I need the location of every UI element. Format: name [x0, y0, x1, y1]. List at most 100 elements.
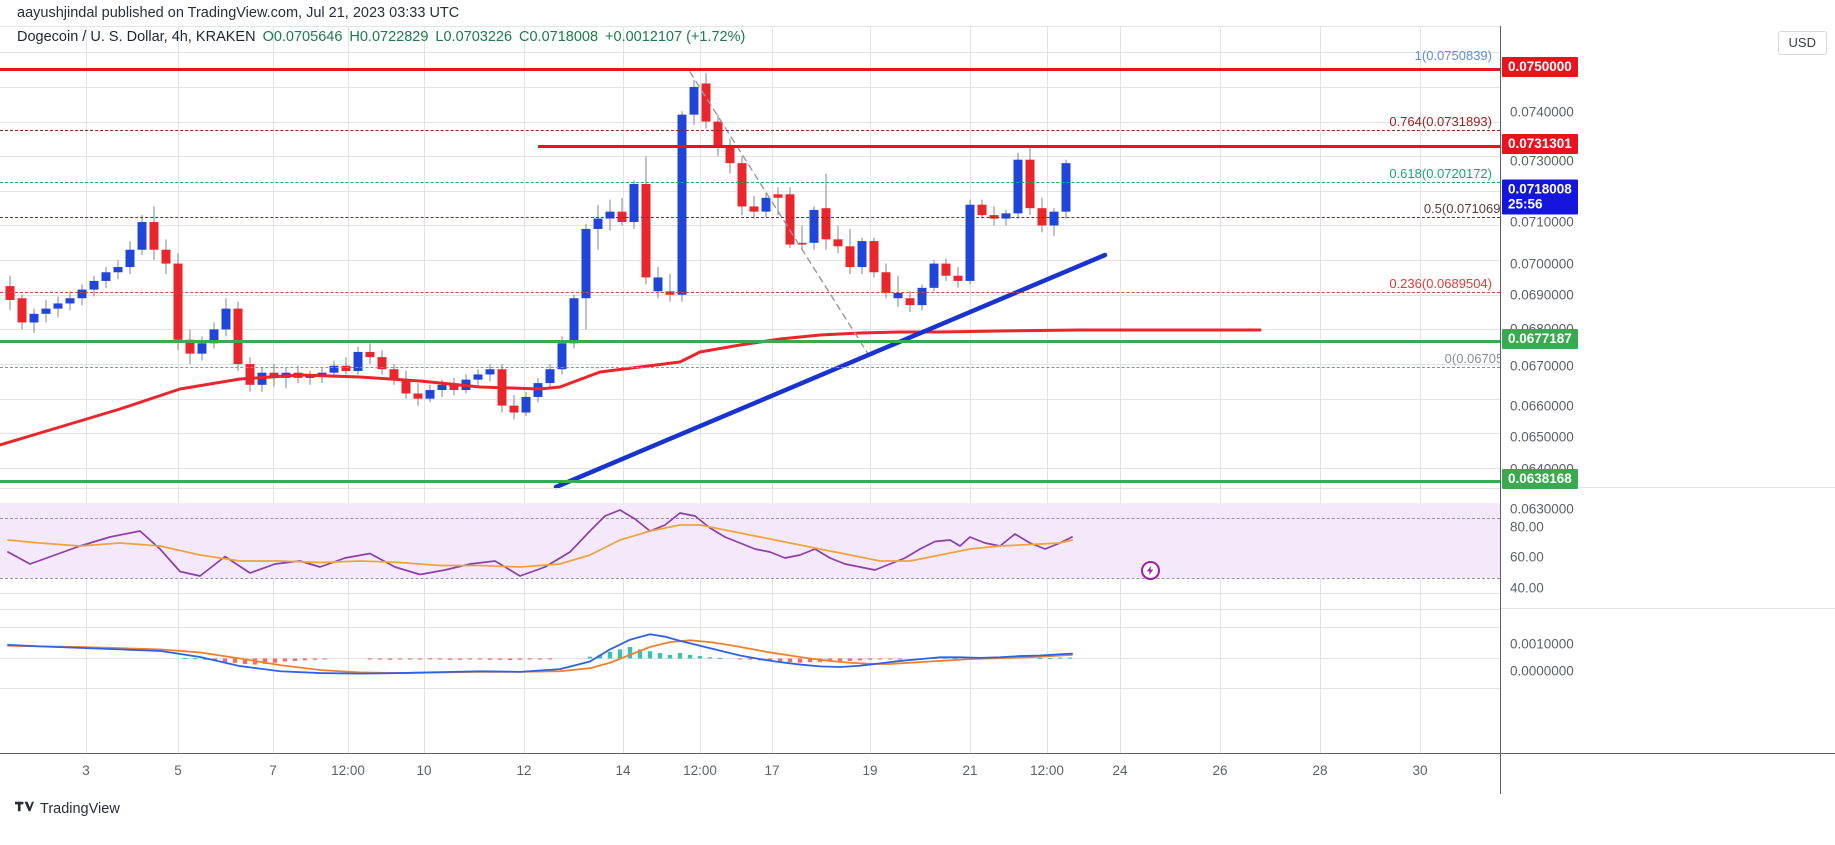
candle-body — [689, 86, 699, 115]
macd-histogram-bar — [322, 658, 328, 660]
price-tag-value: 0.0718008 — [1508, 181, 1572, 197]
rsi-overbought-oversold-band — [0, 503, 1500, 578]
support-lower-line[interactable] — [0, 480, 1500, 483]
candle-body — [377, 357, 387, 370]
candle-body — [1037, 208, 1047, 226]
macd-histogram-bar — [272, 658, 278, 663]
chart-canvas[interactable]: 1(0.0750839) 0.764(0.0731893) 0.618(0.0720… — [0, 26, 1522, 754]
time-scale-label: 24 — [1112, 763, 1128, 778]
candle-body — [353, 351, 363, 371]
macd-histogram-bar — [657, 653, 663, 659]
macd-histogram-bar — [397, 658, 403, 660]
candle-body — [881, 272, 891, 294]
scale-divider-rsi — [1501, 487, 1835, 488]
ohlc-open: O0.0705646 — [262, 29, 343, 45]
candle-body — [749, 206, 759, 212]
candle-body — [833, 239, 843, 247]
macd-histogram-bar — [527, 658, 533, 660]
price-scale-tag[interactable]: 0.0677187 — [1502, 329, 1578, 349]
support-upper-line[interactable] — [0, 340, 1500, 343]
candle-body — [737, 163, 747, 207]
time-scale[interactable]: 3 5 7 12:00 10 12 14 12:00 17 19 21 12:00 24 26 28 30 — [0, 753, 1835, 794]
price-scale-tag[interactable]: 0.0718008 25:56 — [1502, 179, 1578, 215]
candle-body — [953, 275, 963, 281]
macd-histogram-bar — [837, 658, 843, 661]
macd-histogram-bar — [677, 653, 683, 659]
macd-histogram-bar — [202, 658, 208, 660]
candle-body — [869, 241, 879, 273]
macd-histogram-bar — [1057, 657, 1063, 659]
time-scale-label: 3 — [82, 763, 90, 778]
fib-level-label: 0.618(0.0720172) — [1389, 166, 1492, 181]
fib-level-label: 0.764(0.0731893) — [1389, 114, 1492, 129]
time-scale-label: 10 — [416, 763, 432, 778]
price-scale-tick: 0.0710000 — [1510, 214, 1574, 230]
candle-body — [893, 293, 903, 299]
candle-body — [125, 249, 135, 268]
candle-body — [557, 343, 567, 370]
macd-histogram-bar — [1037, 657, 1043, 659]
scale-divider-macd — [1501, 608, 1835, 609]
candle-body — [413, 393, 423, 399]
macd-histogram-bar — [387, 658, 393, 660]
candle-body — [785, 194, 795, 245]
candle-body — [245, 364, 255, 385]
macd-pane[interactable] — [0, 609, 1500, 706]
macd-histogram-bar — [242, 658, 248, 664]
candle-body — [845, 246, 855, 268]
candle-body — [989, 215, 999, 219]
attribution-text: aayushjindal published on TradingView.co… — [17, 5, 460, 21]
time-scale-label: 14 — [615, 763, 631, 778]
candle-body — [821, 208, 831, 240]
candle-body — [905, 298, 915, 306]
candle-body — [761, 197, 771, 212]
price-pane[interactable] — [0, 27, 1500, 490]
candle-body — [581, 228, 591, 299]
candle-body — [101, 272, 111, 281]
macd-histogram-bar — [292, 658, 298, 661]
macd-histogram-bar — [857, 658, 863, 661]
rsi-level-line — [0, 578, 1500, 579]
price-scale[interactable]: USD 0.07500000.07400000.07300000.0720000… — [1500, 26, 1835, 753]
macd-histogram-bar — [827, 658, 833, 662]
macd-histogram-bar — [787, 658, 793, 663]
macd-histogram-bar — [807, 658, 813, 663]
fib-level-line[interactable] — [0, 217, 1500, 218]
ohlc-high: H0.0722829 — [349, 29, 429, 45]
macd-histogram-bar — [487, 658, 493, 660]
candle-body — [1025, 159, 1035, 209]
candle-body — [209, 329, 219, 344]
currency-badge[interactable]: USD — [1777, 31, 1827, 55]
macd-signal-line — [7, 639, 1073, 674]
price-scale-tick: 80.00 — [1510, 519, 1544, 535]
fib-level-line[interactable] — [0, 130, 1500, 131]
macd-histogram-bar — [457, 658, 463, 660]
candle-body — [233, 308, 243, 365]
candle-body — [221, 308, 231, 330]
macd-histogram-bar — [182, 657, 188, 659]
price-scale-tag[interactable]: 0.0731301 — [1502, 134, 1578, 154]
candle-body — [365, 351, 375, 358]
macd-histogram-bar — [952, 657, 958, 659]
price-scale-tick: 0.0000000 — [1510, 663, 1574, 679]
candle-body — [653, 277, 663, 292]
lightning-bolt-icon[interactable] — [1141, 561, 1160, 580]
symbol-title[interactable]: Dogecoin / U. S. Dollar, 4h, KRAKEN — [17, 29, 256, 45]
macd-histogram-bar — [537, 658, 543, 660]
rsi-level-line — [0, 518, 1500, 519]
price-scale-tick: 0.0010000 — [1510, 636, 1574, 652]
tradingview-brand-label: TradingView — [40, 800, 120, 817]
fib-level-line[interactable] — [0, 182, 1500, 183]
candle-body — [593, 218, 603, 229]
fib-level-line[interactable] — [0, 367, 1500, 368]
price-scale-tag[interactable]: 0.0638168 — [1502, 469, 1578, 489]
macd-histogram-bar — [747, 658, 753, 660]
fib-level-line[interactable] — [0, 292, 1500, 293]
resistance-mid-line[interactable] — [538, 145, 1500, 148]
price-scale-tag[interactable]: 0.0750000 — [1502, 57, 1578, 77]
macd-histogram-bar — [427, 658, 433, 660]
candle-body — [629, 183, 639, 223]
candle-body — [941, 263, 951, 276]
resistance-top-line[interactable] — [0, 68, 1500, 71]
rsi-pane[interactable] — [0, 488, 1500, 608]
